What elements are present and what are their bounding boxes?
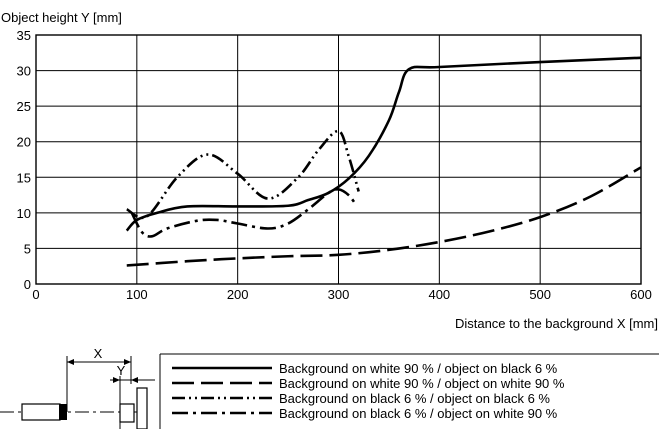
tick-labels: 0 100 200 300 400 500 600 0 5 10 15 20 25 30 35 — [17, 28, 652, 302]
y-tick-label: 35 — [17, 28, 31, 43]
x-tick-label: 300 — [328, 287, 350, 302]
y-tick-label: 5 — [24, 241, 31, 256]
series-line-3 — [126, 129, 360, 220]
dimension-label-x: X — [94, 346, 103, 361]
legend-label-4: Background on black 6 % / object on whit… — [279, 406, 558, 421]
arrow-head — [113, 377, 120, 383]
legend-label-1: Background on white 90 % / object on bla… — [279, 361, 558, 376]
x-tick-label: 200 — [227, 287, 249, 302]
series-line-1 — [125, 56, 642, 232]
arrow-head — [67, 359, 74, 365]
sensor-lens — [59, 404, 67, 420]
x-axis-label: Distance to the background X [mm] — [455, 316, 658, 331]
series-line-4 — [130, 187, 358, 238]
series-lines — [125, 56, 642, 267]
sensor-body — [21, 403, 61, 421]
legend: Background on white 90 % / object on bla… — [159, 353, 659, 429]
y-axis-label: Object height Y [mm] — [1, 10, 122, 25]
arrow-head — [131, 377, 138, 383]
y-tick-label: 15 — [17, 170, 31, 185]
grid — [35, 34, 642, 285]
y-tick-label: 0 — [24, 277, 31, 292]
y-tick-label: 30 — [17, 64, 31, 79]
x-tick-label: 500 — [529, 287, 551, 302]
y-tick-label: 20 — [17, 135, 31, 150]
x-tick-label: 400 — [428, 287, 450, 302]
series-line-2 — [126, 166, 642, 267]
x-tick-label: 0 — [32, 287, 39, 302]
plot-frame — [35, 34, 642, 285]
dimension-label-y: Y — [117, 363, 126, 378]
y-tick-label: 25 — [17, 99, 31, 114]
x-tick-label: 600 — [630, 287, 652, 302]
arrow-head — [124, 359, 131, 365]
background-plate — [136, 387, 148, 429]
x-tick-label: 100 — [126, 287, 148, 302]
y-tick-label: 10 — [17, 206, 31, 221]
sensor-diagram: X Y — [0, 346, 155, 429]
legend-label-3: Background on black 6 % / object on blac… — [279, 391, 550, 406]
legend-label-2: Background on white 90 % / object on whi… — [279, 376, 565, 391]
object — [119, 403, 135, 423]
